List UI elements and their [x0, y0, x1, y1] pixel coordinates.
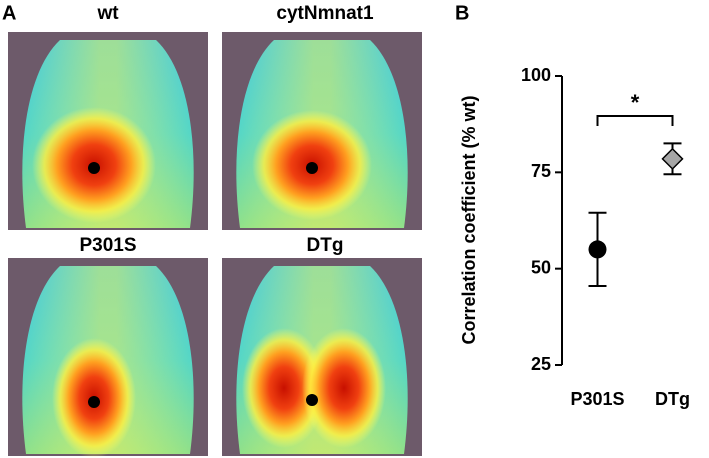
annotation: *	[631, 90, 640, 115]
x-tick-label: DTg	[655, 389, 690, 409]
image-title: wt	[96, 3, 119, 24]
heatmap	[222, 258, 422, 456]
y-tick-label: 100	[521, 65, 551, 85]
x-tick-label: P301S	[570, 389, 624, 409]
y-tick-label: 50	[531, 257, 551, 277]
panel-label: A	[2, 2, 16, 24]
marker	[661, 147, 684, 170]
heatmap	[222, 32, 422, 230]
marker	[588, 240, 607, 259]
significance-bracket	[596, 115, 674, 126]
image-title: cytNmnat1	[276, 3, 374, 24]
image-title: P301S	[79, 235, 136, 256]
heatmap	[8, 32, 208, 230]
panel-label: B	[455, 2, 469, 24]
heatmap	[8, 258, 208, 458]
y-tick-label: 75	[531, 161, 551, 181]
image-title: DTg	[307, 235, 344, 256]
y-axis-label: Correlation coefficient (% wt)	[459, 95, 479, 344]
y-tick-label: 25	[531, 354, 551, 374]
